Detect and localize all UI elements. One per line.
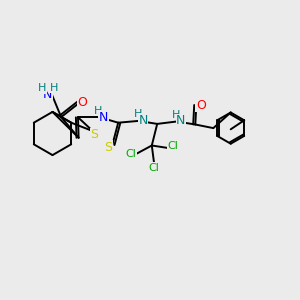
Text: H: H: [38, 83, 46, 93]
Text: H: H: [94, 106, 102, 116]
Text: S: S: [104, 141, 112, 154]
Text: H: H: [134, 109, 142, 119]
Text: O: O: [77, 96, 87, 109]
Text: S: S: [90, 128, 98, 141]
Text: Cl: Cl: [148, 163, 159, 173]
Text: N: N: [98, 111, 108, 124]
Text: Cl: Cl: [167, 141, 178, 151]
Text: N: N: [138, 114, 148, 127]
Text: H: H: [50, 83, 58, 93]
Text: Cl: Cl: [125, 149, 136, 159]
Text: N: N: [176, 114, 186, 128]
Text: O: O: [196, 99, 206, 112]
Text: N: N: [43, 88, 52, 101]
Text: H: H: [172, 110, 180, 120]
